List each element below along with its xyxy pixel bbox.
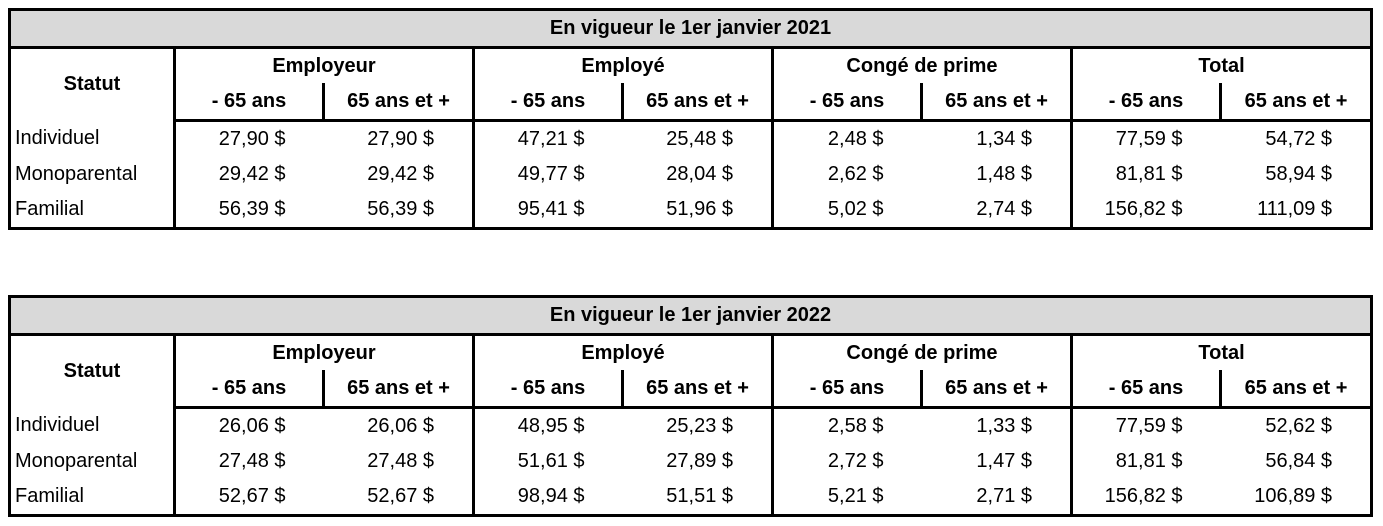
table-cell: 25,23 $ <box>622 407 774 444</box>
group-header-employe: Employé <box>473 47 774 83</box>
subheader-under-65: - 65 ans <box>473 370 624 409</box>
subheader-65-plus: 65 ans et + <box>1220 370 1372 409</box>
table-cell: 26,06 $ <box>323 407 475 444</box>
table-cell: 95,41 $ <box>517 198 585 220</box>
table-cell: 51,51 $ <box>622 479 774 516</box>
table-title: En vigueur le 1er janvier 2021 <box>9 9 1372 49</box>
table-cell: 2,62 $ <box>827 163 884 185</box>
row-label: Individuel <box>9 407 176 444</box>
group-header-conge-de-prime: Congé de prime <box>772 334 1073 370</box>
table-cell: 1,48 $ <box>921 157 1073 192</box>
subheader-65-plus: 65 ans et + <box>622 370 774 409</box>
table-cell: 29,42 $ <box>323 157 475 192</box>
rates-table-2022: En vigueur le 1er janvier 2022 Statut Em… <box>8 295 1374 517</box>
group-header-total: Total <box>1198 341 1245 364</box>
table-cell: 27,48 $ <box>323 444 475 479</box>
table-cell: 27,90 $ <box>323 120 475 157</box>
subheader-under-65: - 65 ans <box>1071 83 1222 122</box>
table-cell: 54,72 $ <box>1265 128 1333 150</box>
subheader-under-65: - 65 ans <box>772 83 923 122</box>
row-label: Familial <box>9 479 176 516</box>
table-cell: 2,74 $ <box>921 192 1073 229</box>
table-cell: 56,84 $ <box>1265 450 1333 472</box>
table-cell: 28,04 $ <box>622 157 774 192</box>
subheader-65-plus: 65 ans et + <box>622 83 774 122</box>
table-cell: 56,39 $ <box>218 198 286 220</box>
table-row: Familial 56,39 $ 56,39 $ 95,41 $ 51,96 $… <box>9 192 1372 229</box>
table-cell: 27,90 $ <box>218 128 286 150</box>
table-row: Individuel 26,06 $ 26,06 $ 48,95 $ 25,23… <box>9 407 1372 444</box>
subheader-under-65: - 65 ans <box>174 370 325 409</box>
table-cell: 29,42 $ <box>218 163 286 185</box>
table-cell: 5,02 $ <box>827 198 884 220</box>
table-row: Monoparental 27,48 $ 27,48 $ 51,61 $ 27,… <box>9 444 1372 479</box>
group-header-employe: Employé <box>473 334 774 370</box>
table-cell: 1,34 $ <box>921 120 1073 157</box>
subheader-under-65: - 65 ans <box>174 83 325 122</box>
subheader-65-plus: 65 ans et + <box>1220 83 1372 122</box>
group-header-total: Total <box>1198 54 1245 77</box>
table-cell: 156,82 $ <box>1104 198 1183 220</box>
table-cell: 77,59 $ <box>1115 415 1183 437</box>
table-cell: 106,89 $ <box>1254 485 1333 507</box>
table-cell: 156,82 $ <box>1104 485 1183 507</box>
table-row: Familial 52,67 $ 52,67 $ 98,94 $ 51,51 $… <box>9 479 1372 516</box>
table-cell: 56,39 $ <box>323 192 475 229</box>
subheader-65-plus: 65 ans et + <box>323 83 475 122</box>
table-cell: 47,21 $ <box>517 128 585 150</box>
table-title: En vigueur le 1er janvier 2022 <box>9 296 1372 336</box>
group-header-employeur: Employeur <box>174 334 475 370</box>
table-cell: 81,81 $ <box>1115 450 1183 472</box>
row-label: Monoparental <box>9 157 176 192</box>
table-cell: 52,67 $ <box>218 485 286 507</box>
subheader-65-plus: 65 ans et + <box>921 83 1073 122</box>
table-cell: 5,21 $ <box>827 485 884 507</box>
row-label: Individuel <box>9 120 176 157</box>
table-cell: 52,67 $ <box>323 479 475 516</box>
table-cell: 58,94 $ <box>1265 163 1333 185</box>
table-cell: 2,72 $ <box>827 450 884 472</box>
subheader-65-plus: 65 ans et + <box>323 370 475 409</box>
table-cell: 2,58 $ <box>827 415 884 437</box>
table-cell: 26,06 $ <box>218 415 286 437</box>
table-cell: 27,89 $ <box>622 444 774 479</box>
table-cell: 2,48 $ <box>827 128 884 150</box>
table-cell: 51,96 $ <box>622 192 774 229</box>
subheader-under-65: - 65 ans <box>772 370 923 409</box>
statut-header: Statut <box>9 47 176 121</box>
rates-table-2021: En vigueur le 1er janvier 2021 Statut Em… <box>8 8 1374 230</box>
table-cell: 1,33 $ <box>921 407 1073 444</box>
table-cell: 27,48 $ <box>218 450 286 472</box>
table-cell: 2,71 $ <box>921 479 1073 516</box>
group-header-conge-de-prime: Congé de prime <box>772 47 1073 83</box>
group-header-employeur: Employeur <box>174 47 475 83</box>
table-cell: 52,62 $ <box>1265 415 1333 437</box>
statut-header: Statut <box>9 334 176 408</box>
subheader-under-65: - 65 ans <box>473 83 624 122</box>
table-cell: 98,94 $ <box>517 485 585 507</box>
row-label: Monoparental <box>9 444 176 479</box>
table-row: Monoparental 29,42 $ 29,42 $ 49,77 $ 28,… <box>9 157 1372 192</box>
table-cell: 111,09 $ <box>1257 198 1333 220</box>
subheader-65-plus: 65 ans et + <box>921 370 1073 409</box>
subheader-under-65: - 65 ans <box>1071 370 1222 409</box>
table-cell: 49,77 $ <box>517 163 585 185</box>
table-cell: 51,61 $ <box>517 450 585 472</box>
table-cell: 1,47 $ <box>921 444 1073 479</box>
table-cell: 81,81 $ <box>1115 163 1183 185</box>
row-label: Familial <box>9 192 176 229</box>
table-cell: 25,48 $ <box>622 120 774 157</box>
table-row: Individuel 27,90 $ 27,90 $ 47,21 $ 25,48… <box>9 120 1372 157</box>
table-cell: 48,95 $ <box>517 415 585 437</box>
table-cell: 77,59 $ <box>1115 128 1183 150</box>
